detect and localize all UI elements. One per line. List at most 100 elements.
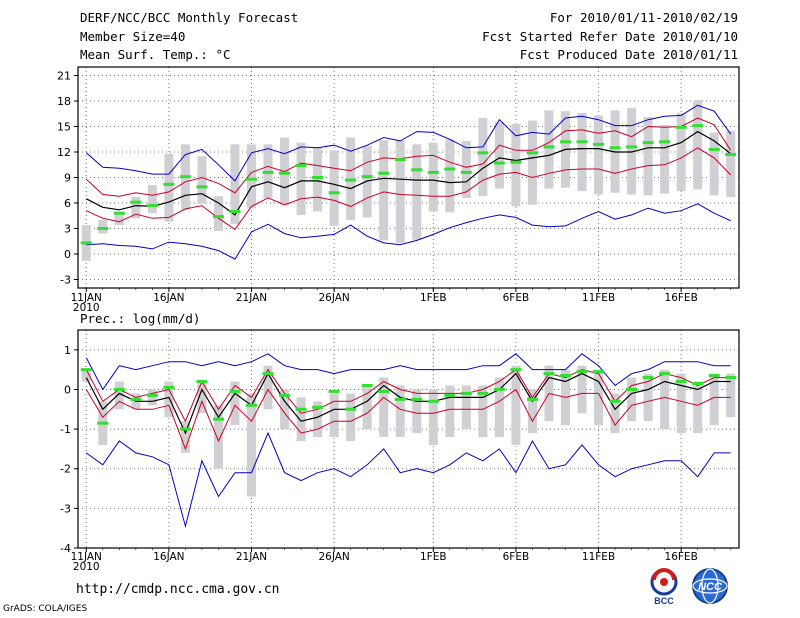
observed-marker (460, 170, 472, 174)
observed-marker (427, 399, 439, 403)
y-tick-label: 1 (64, 344, 71, 357)
ensemble-box (197, 381, 207, 414)
observed-marker (692, 382, 704, 386)
ensemble-box (379, 140, 389, 241)
observed-marker (229, 389, 241, 393)
ensemble-box (494, 122, 504, 189)
ensemble-box (247, 393, 257, 497)
x-tick-label: 1FEB (420, 292, 447, 304)
ensemble-box (660, 124, 670, 194)
ensemble-box (627, 107, 637, 195)
ensemble-box (164, 153, 174, 222)
ensemble-box (346, 393, 356, 441)
y-tick-label: -1 (60, 423, 71, 436)
y-tick-label: -4 (60, 542, 71, 555)
observed-marker (196, 380, 208, 384)
observed-marker (576, 370, 588, 374)
ensemble-box (412, 144, 422, 240)
ensemble-box (643, 117, 653, 196)
observed-marker (576, 140, 588, 144)
y-tick-label: -3 (60, 274, 71, 287)
y-tick-label: 6 (64, 197, 71, 210)
observed-marker (130, 200, 142, 204)
ensemble-box (594, 115, 604, 195)
observed-marker (246, 177, 258, 181)
observed-marker (593, 370, 605, 374)
ensemble-box (594, 369, 604, 426)
ensemble-box (478, 118, 488, 197)
y-tick-label: 21 (57, 70, 71, 83)
ensemble-box (230, 381, 240, 426)
observed-marker (262, 372, 274, 376)
observed-marker (460, 391, 472, 395)
ensemble-box (247, 144, 257, 209)
observed-marker (378, 389, 390, 393)
ensemble-box (329, 150, 339, 226)
observed-marker (312, 176, 324, 179)
ensemble-box (527, 120, 537, 205)
observed-marker (163, 385, 175, 389)
observed-marker (427, 170, 439, 174)
observed-marker (675, 380, 687, 384)
ensemble-box (213, 405, 223, 469)
x-tick-year-label: 2010 (73, 302, 100, 314)
observed-marker (361, 175, 373, 179)
observed-marker (725, 153, 737, 157)
ensemble-box (197, 156, 207, 204)
observed-marker (80, 241, 92, 245)
observed-marker (361, 383, 373, 387)
source-url[interactable]: http://cmdp.ncc.cma.gov.cn (76, 582, 280, 597)
observed-marker (229, 210, 241, 213)
ncc-logo-text: NCC (698, 581, 723, 593)
ensemble-box (577, 112, 587, 192)
y-tick-label: 0 (64, 383, 71, 396)
x-tick-label: 16FEB (665, 551, 698, 563)
ensemble-box (461, 140, 471, 198)
observed-marker (113, 387, 125, 391)
observed-marker (146, 393, 158, 397)
observed-marker (295, 164, 307, 168)
ensemble-box (709, 132, 719, 196)
observed-marker (345, 407, 357, 411)
lower-quartile-line (85, 388, 731, 451)
observed-marker (394, 158, 406, 162)
ensemble-mean-line (85, 372, 731, 435)
observed-marker (510, 160, 522, 164)
produced-date: Fcst Produced Date 2010/01/11 (519, 47, 738, 62)
forecast-period: For 2010/01/11-2010/02/19 (549, 10, 738, 25)
observed-marker (609, 399, 621, 403)
observed-marker (163, 182, 175, 186)
max-line (85, 353, 731, 391)
observed-marker (113, 211, 125, 215)
ensemble-box (445, 139, 455, 213)
bcc-logo: BCC (650, 568, 678, 606)
ensemble-box (313, 146, 323, 212)
observed-marker (179, 427, 191, 431)
ensemble-box (428, 389, 438, 445)
ensemble-box (180, 421, 190, 453)
ensemble-box (511, 365, 521, 445)
y-tick-label: 12 (57, 146, 71, 159)
observed-marker (493, 161, 505, 165)
ensemble-box (676, 112, 686, 192)
observed-marker (493, 387, 505, 391)
ensemble-box (213, 196, 223, 232)
ncc-logo: NCC (692, 568, 728, 604)
observed-marker (559, 374, 571, 378)
observed-marker (212, 215, 224, 219)
x-tick-label: 11FEB (582, 292, 615, 304)
observed-marker (626, 145, 638, 149)
observed-marker (97, 421, 109, 425)
ensemble-box (395, 385, 405, 438)
ensemble-box (147, 185, 157, 214)
ensemble-box (577, 365, 587, 414)
observed-marker (444, 393, 456, 397)
plot-frame (77, 66, 740, 289)
y-tick-label: 15 (57, 121, 71, 134)
observed-marker (411, 168, 423, 172)
ensemble-box (709, 373, 719, 426)
ensemble-box (660, 369, 670, 430)
ensemble-box (313, 401, 323, 438)
